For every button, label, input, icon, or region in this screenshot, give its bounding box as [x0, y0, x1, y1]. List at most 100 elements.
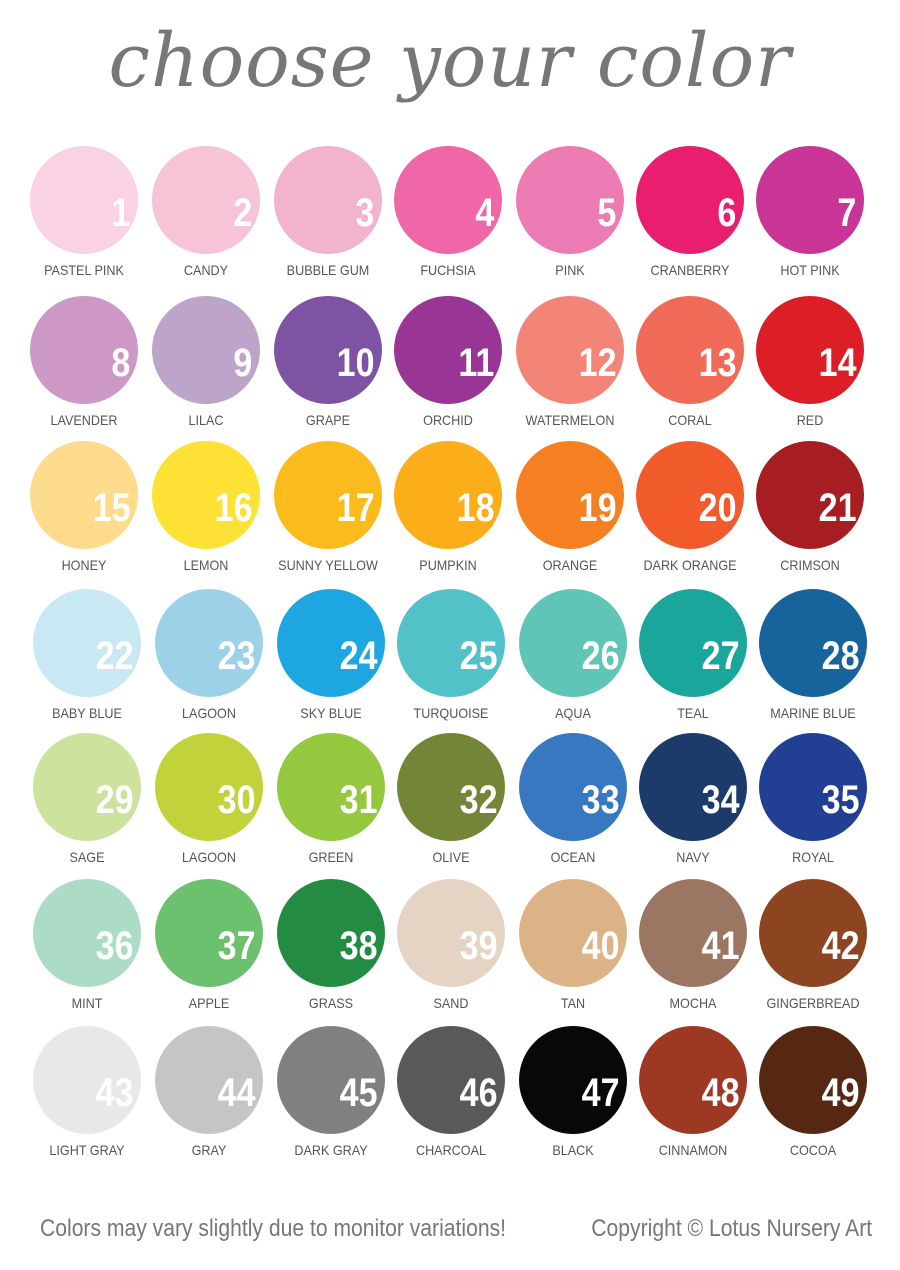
- color-circle[interactable]: 6: [636, 146, 744, 254]
- color-swatch[interactable]: 26 AQUA: [513, 589, 633, 739]
- color-circle[interactable]: 34: [639, 733, 747, 841]
- color-circle[interactable]: 48: [639, 1026, 747, 1134]
- color-swatch[interactable]: 10 GRAPE: [268, 296, 388, 446]
- color-swatch[interactable]: 7 HOT PINK: [750, 146, 870, 296]
- color-swatch[interactable]: 16 LEMON: [146, 441, 266, 591]
- color-circle[interactable]: 32: [397, 733, 505, 841]
- color-circle[interactable]: 31: [277, 733, 385, 841]
- color-circle[interactable]: 27: [639, 589, 747, 697]
- color-swatch[interactable]: 18 PUMPKIN: [388, 441, 508, 591]
- color-circle[interactable]: 19: [516, 441, 624, 549]
- color-swatch[interactable]: 29 SAGE: [27, 733, 147, 883]
- color-swatch[interactable]: 32 OLIVE: [391, 733, 511, 883]
- color-circle[interactable]: 24: [277, 589, 385, 697]
- color-circle[interactable]: 14: [756, 296, 864, 404]
- color-circle[interactable]: 39: [397, 879, 505, 987]
- color-circle[interactable]: 35: [759, 733, 867, 841]
- color-swatch[interactable]: 42 GINGERBREAD: [753, 879, 873, 1029]
- color-swatch[interactable]: 8 LAVENDER: [24, 296, 144, 446]
- color-swatch[interactable]: 21 CRIMSON: [750, 441, 870, 591]
- color-circle[interactable]: 33: [519, 733, 627, 841]
- color-circle[interactable]: 12: [516, 296, 624, 404]
- color-circle[interactable]: 5: [516, 146, 624, 254]
- color-swatch[interactable]: 11 ORCHID: [388, 296, 508, 446]
- color-circle[interactable]: 11: [394, 296, 502, 404]
- color-swatch[interactable]: 6 CRANBERRY: [630, 146, 750, 296]
- color-circle[interactable]: 13: [636, 296, 744, 404]
- color-circle[interactable]: 43: [33, 1026, 141, 1134]
- color-circle[interactable]: 9: [152, 296, 260, 404]
- color-circle[interactable]: 17: [274, 441, 382, 549]
- color-swatch[interactable]: 40 TAN: [513, 879, 633, 1029]
- color-swatch[interactable]: 30 LAGOON: [149, 733, 269, 883]
- color-swatch[interactable]: 39 SAND: [391, 879, 511, 1029]
- color-swatch[interactable]: 49 COCOA: [753, 1026, 873, 1176]
- color-swatch[interactable]: 13 CORAL: [630, 296, 750, 446]
- color-number: 39: [459, 924, 497, 968]
- color-swatch[interactable]: 38 GRASS: [271, 879, 391, 1029]
- color-circle[interactable]: 42: [759, 879, 867, 987]
- color-name: LAGOON: [182, 849, 236, 865]
- color-circle[interactable]: 1: [30, 146, 138, 254]
- color-swatch[interactable]: 24 SKY BLUE: [271, 589, 391, 739]
- color-circle[interactable]: 40: [519, 879, 627, 987]
- color-swatch[interactable]: 14 RED: [750, 296, 870, 446]
- color-circle[interactable]: 30: [155, 733, 263, 841]
- color-swatch[interactable]: 12 WATERMELON: [510, 296, 630, 446]
- color-circle[interactable]: 16: [152, 441, 260, 549]
- color-swatch[interactable]: 28 MARINE BLUE: [753, 589, 873, 739]
- color-swatch[interactable]: 33 OCEAN: [513, 733, 633, 883]
- color-circle[interactable]: 49: [759, 1026, 867, 1134]
- color-swatch[interactable]: 19 ORANGE: [510, 441, 630, 591]
- color-swatch[interactable]: 20 DARK ORANGE: [630, 441, 750, 591]
- color-swatch[interactable]: 45 DARK GRAY: [271, 1026, 391, 1176]
- color-swatch[interactable]: 5 PINK: [510, 146, 630, 296]
- color-swatch[interactable]: 34 NAVY: [633, 733, 753, 883]
- color-swatch[interactable]: 48 CINNAMON: [633, 1026, 753, 1176]
- color-circle[interactable]: 36: [33, 879, 141, 987]
- color-circle[interactable]: 29: [33, 733, 141, 841]
- color-circle[interactable]: 10: [274, 296, 382, 404]
- color-swatch[interactable]: 44 GRAY: [149, 1026, 269, 1176]
- color-swatch[interactable]: 17 SUNNY YELLOW: [268, 441, 388, 591]
- color-circle[interactable]: 45: [277, 1026, 385, 1134]
- color-circle[interactable]: 44: [155, 1026, 263, 1134]
- color-circle[interactable]: 37: [155, 879, 263, 987]
- color-swatch[interactable]: 37 APPLE: [149, 879, 269, 1029]
- color-swatch[interactable]: 4 FUCHSIA: [388, 146, 508, 296]
- color-circle[interactable]: 22: [33, 589, 141, 697]
- color-swatch[interactable]: 1 PASTEL PINK: [24, 146, 144, 296]
- color-circle[interactable]: 8: [30, 296, 138, 404]
- color-swatch[interactable]: 46 CHARCOAL: [391, 1026, 511, 1176]
- color-circle[interactable]: 41: [639, 879, 747, 987]
- color-circle[interactable]: 26: [519, 589, 627, 697]
- color-swatch[interactable]: 15 HONEY: [24, 441, 144, 591]
- color-circle[interactable]: 2: [152, 146, 260, 254]
- color-circle[interactable]: 4: [394, 146, 502, 254]
- color-swatch[interactable]: 3 BUBBLE GUM: [268, 146, 388, 296]
- color-swatch[interactable]: 41 MOCHA: [633, 879, 753, 1029]
- color-swatch[interactable]: 9 LILAC: [146, 296, 266, 446]
- color-circle[interactable]: 25: [397, 589, 505, 697]
- color-circle[interactable]: 38: [277, 879, 385, 987]
- color-swatch[interactable]: 47 BLACK: [513, 1026, 633, 1176]
- color-circle[interactable]: 18: [394, 441, 502, 549]
- color-circle[interactable]: 15: [30, 441, 138, 549]
- color-circle[interactable]: 3: [274, 146, 382, 254]
- color-circle[interactable]: 7: [756, 146, 864, 254]
- color-swatch[interactable]: 35 ROYAL: [753, 733, 873, 883]
- color-circle[interactable]: 28: [759, 589, 867, 697]
- color-circle[interactable]: 23: [155, 589, 263, 697]
- color-swatch[interactable]: 31 GREEN: [271, 733, 391, 883]
- color-swatch[interactable]: 43 LIGHT GRAY: [27, 1026, 147, 1176]
- color-circle[interactable]: 46: [397, 1026, 505, 1134]
- color-circle[interactable]: 21: [756, 441, 864, 549]
- color-swatch[interactable]: 22 BABY BLUE: [27, 589, 147, 739]
- color-swatch[interactable]: 27 TEAL: [633, 589, 753, 739]
- color-swatch[interactable]: 36 MINT: [27, 879, 147, 1029]
- color-swatch[interactable]: 2 CANDY: [146, 146, 266, 296]
- color-swatch[interactable]: 23 LAGOON: [149, 589, 269, 739]
- color-circle[interactable]: 20: [636, 441, 744, 549]
- color-circle[interactable]: 47: [519, 1026, 627, 1134]
- color-swatch[interactable]: 25 TURQUOISE: [391, 589, 511, 739]
